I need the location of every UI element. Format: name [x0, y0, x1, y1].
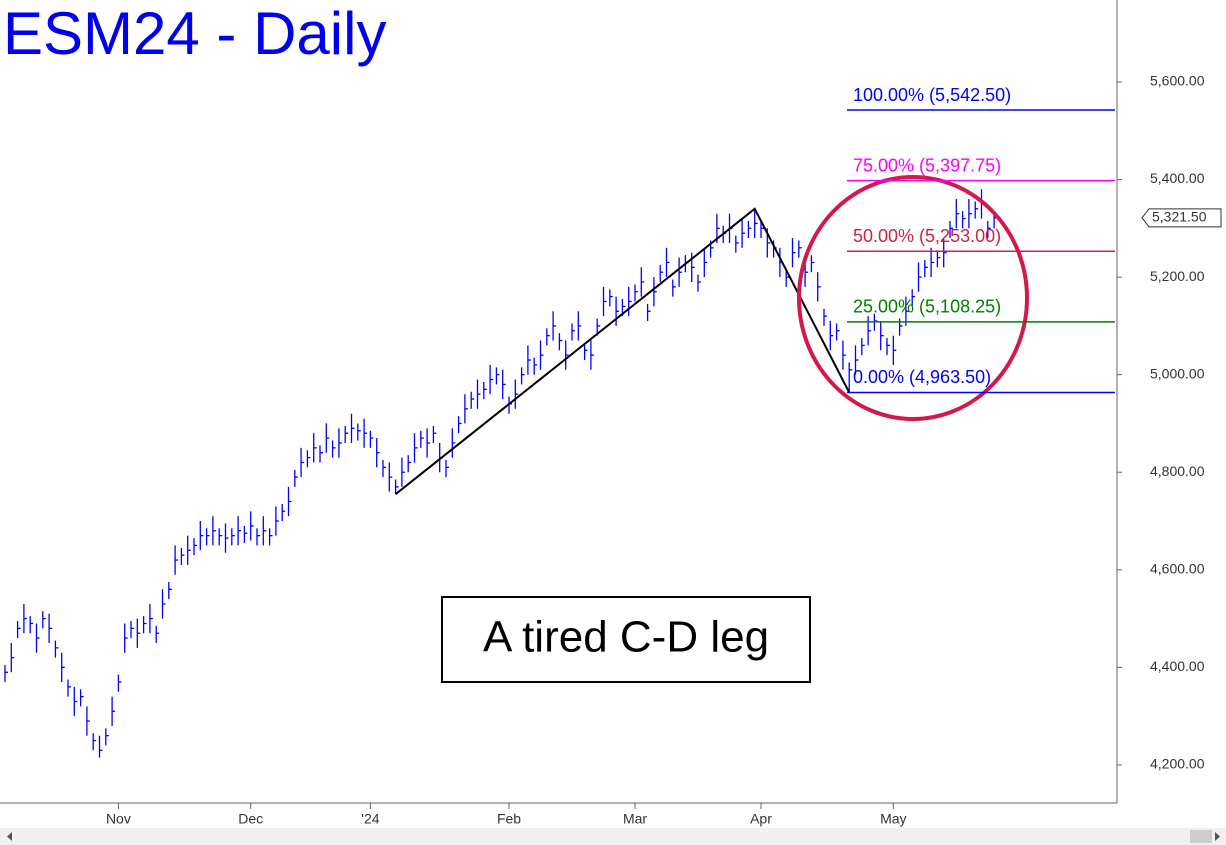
x-tick-label: Mar: [623, 811, 647, 827]
scroll-right[interactable]: [1215, 832, 1220, 841]
x-tick-label: Dec: [238, 811, 263, 827]
price-bars: [4, 189, 998, 758]
level-label: 0.00% (4,963.50): [853, 367, 991, 387]
x-tick-label: Apr: [750, 811, 772, 827]
y-tick-label: 5,400.00: [1150, 170, 1205, 186]
scroll-thumb[interactable]: [1190, 830, 1212, 843]
y-tick-label: 5,600.00: [1150, 73, 1205, 89]
scroll-left[interactable]: [7, 832, 12, 841]
x-tick-label: Nov: [106, 811, 131, 827]
scrollbar[interactable]: [0, 828, 1226, 845]
annotation: A tired C-D leg: [483, 613, 769, 662]
y-tick-label: 5,000.00: [1150, 365, 1205, 381]
x-tick-label: '24: [361, 811, 379, 827]
x-tick-label: May: [880, 811, 906, 827]
y-tick-label: 4,400.00: [1150, 658, 1205, 674]
level-label: 25.00% (5,108.25): [853, 297, 1001, 317]
highlight-ellipse: [797, 175, 1029, 421]
last-price-box: [1141, 208, 1222, 228]
y-tick-label: 4,600.00: [1150, 561, 1205, 577]
y-tick-label: 5,200.00: [1150, 268, 1205, 284]
last-price-label: 5,321.50: [1152, 209, 1207, 225]
chart-title: ESM24 - Daily: [3, 0, 386, 67]
level-label: 100.00% (5,542.50): [853, 85, 1011, 105]
y-tick-label: 4,800.00: [1150, 463, 1205, 479]
y-tick-label: 4,200.00: [1150, 756, 1205, 772]
annotation-box: [441, 596, 811, 683]
level-label: 50.00% (5,253.00): [853, 226, 1001, 246]
trend-line: [394, 207, 851, 495]
level-label: 75.00% (5,397.75): [853, 155, 1001, 175]
x-tick-label: Feb: [497, 811, 521, 827]
